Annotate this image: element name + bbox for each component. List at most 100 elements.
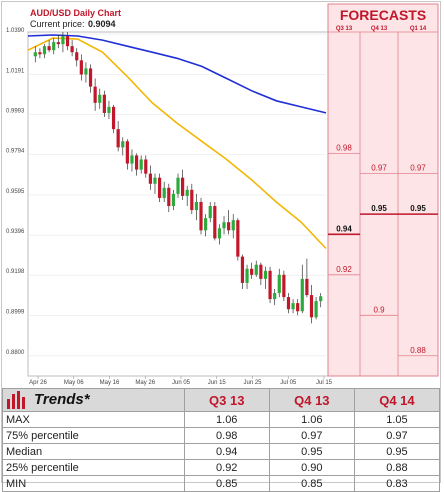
candle-body [291, 303, 295, 310]
candle-body [52, 42, 56, 51]
y-tick-label: 0.8999 [6, 309, 25, 315]
candle-body [65, 36, 70, 47]
y-tick-label: 0.9794 [6, 149, 25, 155]
candle-body [254, 264, 258, 275]
row-label: Median [2, 443, 185, 460]
candle-body [102, 94, 106, 113]
cell: 0.92 [183, 459, 270, 476]
forecast-col-q3-13: Q3 13 [336, 26, 353, 32]
x-tick-label: Jun 05 [172, 380, 191, 386]
candle-body [277, 274, 281, 294]
cell: 0.97 [268, 427, 355, 444]
candle-body [259, 264, 263, 279]
trends-header-cell: Trends* [2, 388, 185, 412]
cell: 0.90 [268, 459, 355, 476]
candle-body [93, 86, 97, 103]
row-label: 75% percentile [2, 427, 185, 444]
forecast-p75-value: 0.98 [336, 143, 352, 152]
row-label: MIN [2, 475, 185, 492]
candle-body [286, 297, 291, 310]
cell: 0.95 [268, 443, 355, 460]
candle-body [296, 303, 300, 312]
forecast-p25-value: 0.88 [410, 346, 426, 355]
forecast-median-value: 0.95 [410, 204, 426, 213]
bar-chart-icon [7, 391, 25, 410]
candle-body [98, 94, 102, 103]
candle-body [70, 46, 74, 53]
candle-body [268, 270, 272, 300]
candle-body [181, 177, 185, 196]
forecast-col-q1-14: Q1 14 [410, 26, 427, 32]
cell: 1.05 [353, 411, 441, 428]
moving-average-blue-line [27, 34, 327, 114]
current-price-value: 0.9094 [88, 19, 116, 29]
candle-body [47, 46, 51, 51]
forecast-median-value: 0.95 [371, 204, 387, 213]
candle-body [282, 274, 286, 298]
plot-border [27, 31, 329, 377]
candle-body [139, 159, 143, 170]
candle-body [157, 177, 162, 198]
forecast-panel [327, 3, 439, 377]
table-row: 25% percentile 0.92 0.90 0.88 [2, 459, 441, 476]
candle-body [153, 177, 157, 184]
cell: 0.85 [268, 475, 355, 492]
candle-body [42, 46, 47, 55]
candle-body [79, 60, 83, 75]
forecast-median-value: 0.94 [336, 224, 352, 233]
x-tick-label: May 06 [64, 380, 84, 386]
y-tick-label: 1.0390 [6, 28, 25, 34]
candle-body [250, 268, 254, 275]
table-col-q4-13: Q4 13 [268, 388, 355, 412]
candle-body [194, 201, 199, 211]
candle-body [236, 220, 240, 257]
candle-body [263, 270, 268, 279]
candle-body [231, 220, 235, 231]
cell: 0.95 [353, 443, 441, 460]
cell: 0.98 [183, 427, 270, 444]
y-tick-label: 0.9198 [6, 269, 25, 275]
x-tick-label: May 26 [135, 380, 155, 386]
cell: 1.06 [183, 411, 270, 428]
y-tick-label: 0.9993 [6, 108, 25, 114]
row-label: MAX [2, 411, 185, 428]
candle-body [199, 201, 203, 231]
cell: 0.88 [353, 459, 441, 476]
candle-body [245, 268, 249, 283]
y-tick-label: 1.0191 [6, 68, 25, 74]
candle-body [61, 36, 65, 45]
cell: 0.97 [353, 427, 441, 444]
table-row: 75% percentile 0.98 0.97 0.97 [2, 427, 441, 444]
candle-body [273, 293, 277, 300]
candle-body [190, 189, 194, 211]
table-row: MIN 0.85 0.85 0.83 [2, 475, 441, 492]
candle-body [217, 228, 222, 239]
candle-body [171, 193, 175, 207]
moving-average-yellow-line [27, 37, 327, 250]
candle-body [148, 173, 152, 184]
candle-body [305, 278, 309, 296]
forecast-p25-value: 0.92 [336, 265, 352, 274]
candle-body [144, 159, 148, 174]
forecasts-title: FORECASTS [340, 7, 426, 23]
trends-table: Trends* Q3 13 Q4 13 Q4 14 MAX 1.06 1.06 … [2, 388, 441, 492]
y-tick-label: 0.8800 [6, 350, 25, 356]
candle-body [314, 301, 318, 318]
candle-body [222, 222, 226, 229]
candle-body [88, 68, 93, 87]
cell: 0.83 [353, 475, 441, 492]
candle-body [84, 68, 88, 75]
candle-body [204, 218, 208, 231]
forecast-p75-value: 0.97 [410, 164, 426, 173]
table-row: MAX 1.06 1.06 1.05 [2, 411, 441, 428]
chart-title: AUD/USD Daily Chart [30, 8, 121, 18]
candle-body [56, 42, 60, 45]
candle-body [176, 177, 180, 194]
candle-body [300, 278, 304, 312]
candle-body [208, 206, 212, 219]
candle-body [185, 189, 189, 196]
table-col-q3-13: Q3 13 [183, 388, 270, 412]
x-tick-label: May 16 [100, 380, 120, 386]
candle-body [134, 155, 139, 170]
candle-body [107, 106, 111, 113]
